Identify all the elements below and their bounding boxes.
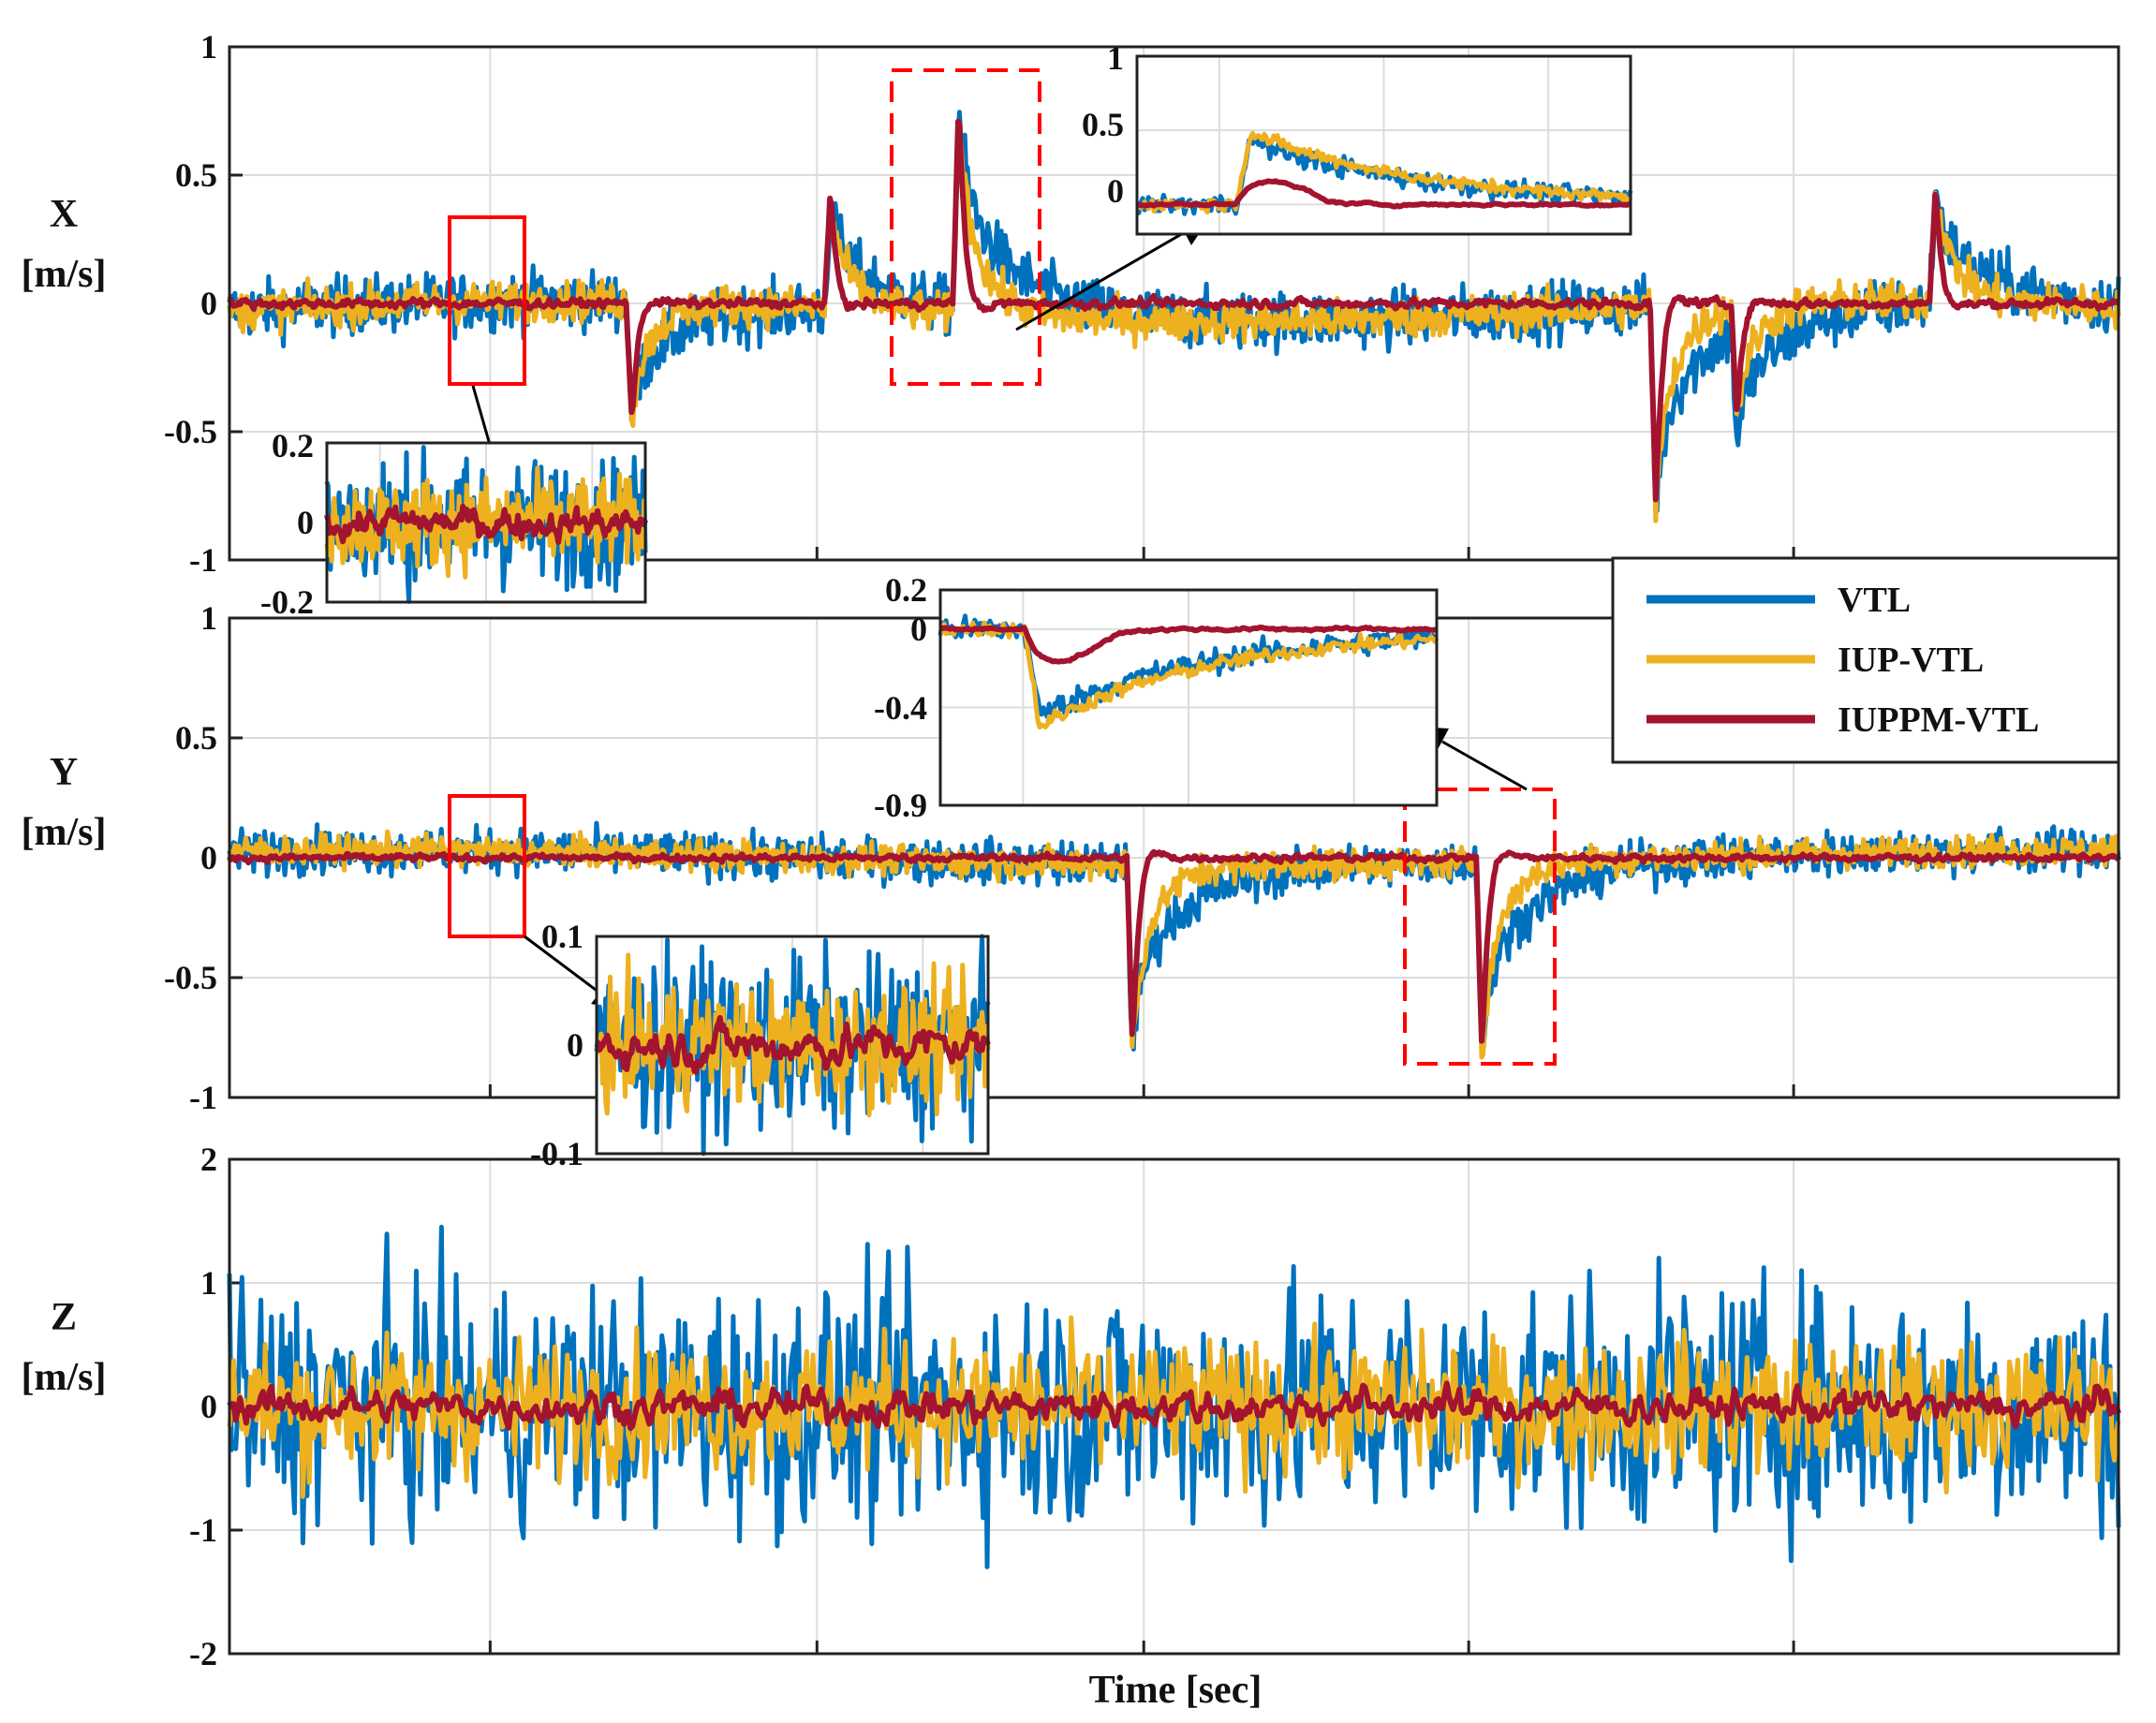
panel-y-series — [227, 820, 2121, 1060]
ytick-label: 0 — [200, 285, 217, 322]
inset-ytick-label: 0 — [1107, 172, 1124, 210]
ytick-label: 1 — [200, 599, 217, 637]
panel-x-ytick-labels: 1 0.5 0 -0.5 -1 — [164, 28, 217, 579]
arrow-x-peak — [1015, 230, 1186, 331]
legend-label-vtl: VTL — [1838, 581, 1911, 620]
arrow-y-peak — [1441, 740, 1528, 791]
inset-x-noise: 0.2 0 -0.2 — [260, 427, 648, 621]
ytick-label: 1 — [200, 1264, 217, 1302]
inset-ytick-label: -0.9 — [874, 787, 927, 824]
y-peak-highlight-box — [1403, 788, 1557, 1066]
legend-label-iup-vtl: IUP-VTL — [1838, 641, 1984, 680]
inset-ytick-label: -0.1 — [530, 1135, 583, 1172]
panel-z-series — [227, 1224, 2121, 1569]
ytick-label: -0.5 — [164, 413, 217, 450]
inset-x-peak: 1 0.5 0 — [1082, 39, 1633, 236]
inset-ytick-label: 0.1 — [541, 918, 583, 955]
inset-ytick-label: 0 — [297, 504, 314, 541]
inset-ytick-label: 0.2 — [272, 427, 314, 464]
ytick-label: 1 — [200, 28, 217, 66]
inset-y-peak: 0.2 0 -0.4 -0.9 — [874, 571, 1440, 824]
inset-series-line-iup-vtl — [594, 952, 991, 1118]
ytick-label: -1 — [189, 1511, 217, 1549]
inset-ytick-label: 0.5 — [1082, 106, 1124, 143]
inset-series-line-iup-vtl — [1135, 130, 1633, 215]
ytick-label: -0.5 — [164, 959, 217, 996]
series-line-iuppm-vtl — [227, 118, 2120, 503]
panel-y-ylabel-unit: [m/s] — [22, 811, 107, 854]
ytick-label: -2 — [189, 1635, 217, 1672]
x-noise-highlight-box — [448, 215, 526, 386]
ytick-label: 0 — [200, 1388, 217, 1425]
panel-x-ylabel-unit: [m/s] — [22, 253, 107, 296]
inset-series-line-iuppm-vtl — [1136, 178, 1632, 210]
series-line-iuppm-vtl — [227, 1380, 2121, 1432]
inset-series-line-iuppm-vtl — [324, 503, 648, 545]
y-noise-highlight-box — [448, 794, 526, 938]
series-line-iuppm-vtl — [227, 848, 2121, 1044]
legend-box — [1611, 556, 2120, 764]
inset-ytick-label: 0 — [910, 611, 927, 648]
legend: VTL IUP-VTL IUPPM-VTL — [1611, 556, 2120, 764]
ytick-label: -1 — [189, 1079, 217, 1116]
x-peak-highlight-box — [890, 68, 1041, 386]
panel-z-ylabel-unit: [m/s] — [22, 1356, 107, 1399]
inset-ytick-label: -0.2 — [260, 583, 314, 621]
legend-label-iuppm-vtl: IUPPM-VTL — [1838, 700, 2039, 740]
series-line-iup-vtl — [227, 829, 2121, 1060]
inset-series-line-iuppm-vtl — [595, 1015, 991, 1075]
inset-ytick-label: 0.2 — [885, 571, 927, 609]
inset-ytick-label: 1 — [1107, 39, 1124, 77]
panel-x-series — [227, 110, 2121, 523]
arrow-x-noise — [471, 385, 494, 452]
ytick-label: 0 — [200, 839, 217, 876]
inset-y-noise: 0.1 0 -0.1 — [530, 918, 991, 1172]
panel-z-frame — [228, 1157, 2120, 1656]
inset-ytick-label: 0 — [567, 1026, 583, 1064]
panel-x-frame — [228, 45, 2120, 562]
ytick-label: 0.5 — [175, 719, 217, 757]
inset-series-line-iuppm-vtl — [939, 625, 1438, 665]
inset-ytick-label: -0.4 — [874, 689, 927, 727]
ytick-label: 0.5 — [175, 156, 217, 194]
x-axis-label: Time [sec] — [1089, 1669, 1263, 1712]
panel-z: 2 1 0 -1 -2 Z [m/s] — [22, 1141, 2121, 1672]
panel-x-ylabel-axis: X — [50, 193, 78, 236]
panel-z-ytick-labels: 2 1 0 -1 -2 — [189, 1141, 217, 1672]
ytick-label: -1 — [189, 541, 217, 579]
arrow-y-noise — [524, 935, 600, 994]
ytick-label: 2 — [200, 1141, 217, 1178]
panel-y-ylabel-axis: Y — [50, 751, 78, 794]
panel-z-ylabel-axis: Z — [51, 1296, 77, 1339]
panel-y-ytick-labels: 1 0.5 0 -0.5 -1 — [164, 599, 217, 1116]
